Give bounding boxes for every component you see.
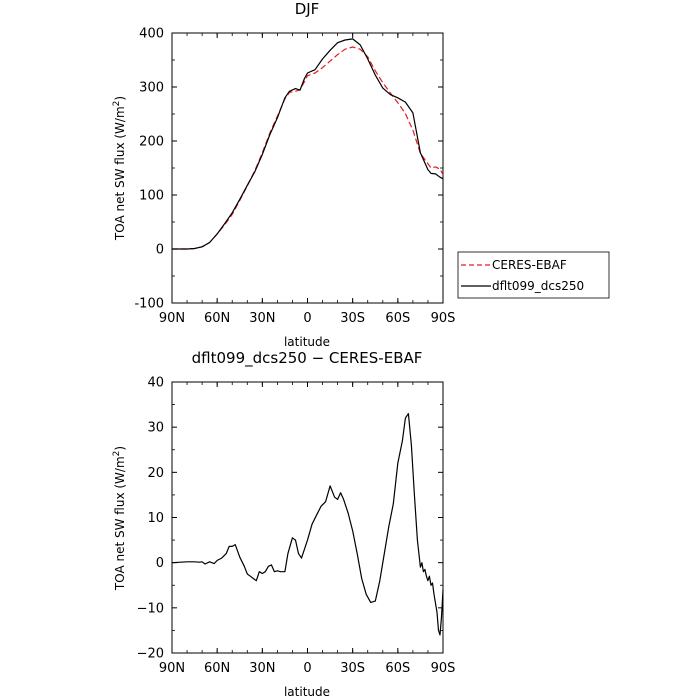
chart-djf: DJF 90N 60N 30N 0 30S 60S 90S -100 0 100 200 300 40…: [112, 0, 610, 349]
y-axis-ticks: −20 −10 0 10 20 30 40: [137, 376, 443, 662]
series-line-dflt099-dcs250: [172, 38, 444, 250]
series-lines: [172, 38, 444, 250]
y-axis-ticks: -100 0 100 200 300 400: [134, 27, 443, 312]
y-tick-label: 100: [139, 189, 164, 204]
x-tick-label: 90S: [431, 661, 456, 676]
x-tick-label: 0: [303, 311, 311, 326]
x-axis-ticks: 90N 60N 30N 0 30S 60S 90S: [159, 382, 456, 676]
legend: CERES-EBAF dflt099_dcs250: [457, 251, 610, 299]
y-tick-label: 200: [139, 135, 164, 150]
x-tick-label: 30S: [340, 661, 365, 676]
series-line-ceres-ebaf: [172, 46, 444, 250]
legend-label-dflt099-dcs250: dflt099_dcs250: [492, 279, 584, 293]
y-tick-label: -100: [134, 297, 164, 312]
legend-label-ceres-ebaf: CERES-EBAF: [492, 258, 567, 272]
y-axis-label: TOA net SW flux (W/m2): [112, 446, 127, 591]
x-axis-label: latitude: [284, 335, 330, 349]
y-axis-label: TOA net SW flux (W/m2): [112, 96, 127, 241]
y-tick-label: 0: [156, 243, 164, 258]
plot-frame: [171, 381, 444, 654]
x-tick-label: 30N: [249, 311, 275, 326]
y-tick-label: 40: [147, 376, 164, 391]
y-tick-label: 20: [147, 466, 164, 481]
y-tick-label: 0: [156, 556, 164, 571]
legend-box: [457, 251, 610, 299]
y-tick-label: 30: [147, 421, 164, 436]
y-tick-label: 400: [139, 27, 164, 42]
series-lines: [171, 413, 444, 636]
x-tick-label: 60N: [204, 311, 230, 326]
y-tick-label: 10: [147, 511, 164, 526]
x-tick-label: 30S: [340, 311, 365, 326]
x-tick-label: 30N: [249, 661, 275, 676]
y-tick-label: 300: [139, 81, 164, 96]
chart-difference: dflt099_dcs250 − CERES-EBAF 90N 60N 30N 0 30…: [112, 349, 455, 699]
x-tick-label: 90N: [159, 311, 185, 326]
x-tick-label: 60S: [385, 661, 410, 676]
series-line-difference: [171, 413, 444, 636]
x-tick-label: 60S: [385, 311, 410, 326]
x-tick-label: 90N: [159, 661, 185, 676]
chart-title: DJF: [295, 0, 320, 18]
x-tick-label: 90S: [431, 311, 456, 326]
y-tick-label: −20: [137, 647, 164, 662]
x-axis-label: latitude: [284, 685, 330, 699]
chart-title: dflt099_dcs250 − CERES-EBAF: [192, 349, 423, 368]
x-tick-label: 60N: [204, 661, 230, 676]
y-tick-label: −10: [137, 601, 164, 616]
x-tick-label: 0: [303, 661, 311, 676]
x-axis-ticks: 90N 60N 30N 0 30S 60S 90S: [159, 33, 456, 326]
